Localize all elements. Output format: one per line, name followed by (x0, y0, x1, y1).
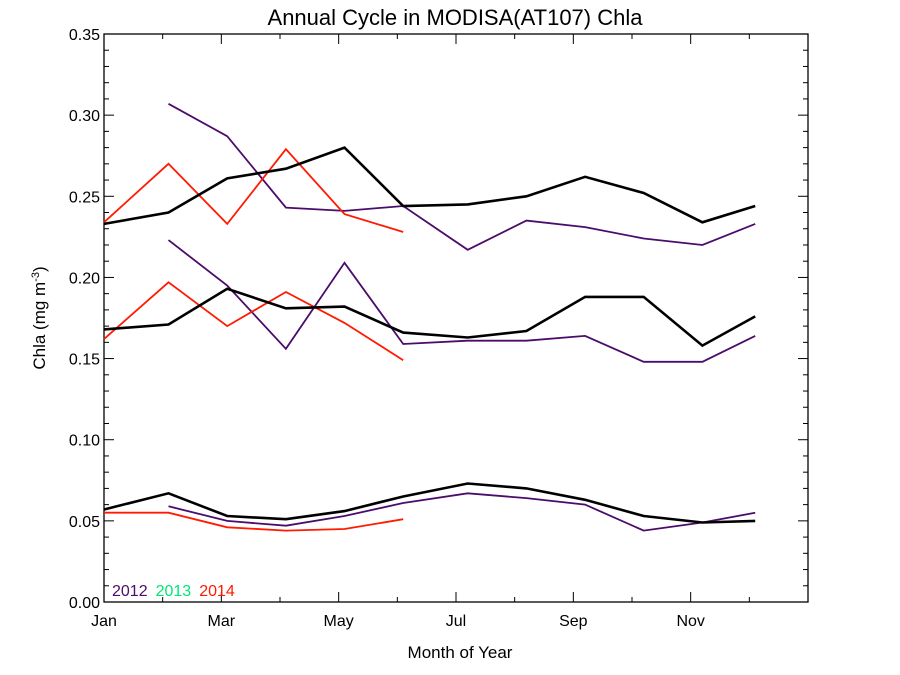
series-line-climatology (103, 146, 756, 226)
chart-title: Annual Cycle in MODISA(AT107) Chla (268, 5, 644, 30)
series-line-2012 (168, 103, 756, 251)
y-tick-label: 0.25 (69, 189, 100, 206)
x-tick-label: May (324, 613, 354, 630)
series-line-climatology (103, 287, 756, 348)
legend-item-2013: 2013 (156, 583, 192, 600)
x-tick-label: Mar (208, 613, 236, 630)
y-tick-label: 0.35 (69, 27, 100, 44)
x-tick-label: Sep (559, 613, 588, 630)
y-tick-label: 0.20 (69, 270, 100, 287)
x-tick-label: Nov (676, 613, 704, 630)
x-axis-label: Month of Year (408, 643, 513, 662)
legend-item-2012: 2012 (112, 583, 148, 600)
y-tick-label: 0.05 (69, 514, 100, 531)
y-axis-label-superscript: -3 (30, 272, 42, 282)
y-axis-label-close: ) (30, 266, 49, 272)
y-axis-label-main: Chla (mg m (30, 282, 49, 370)
x-tick-label: Jul (446, 613, 466, 630)
series-line-2012 (167, 239, 756, 363)
y-tick-label: 0.15 (69, 352, 100, 369)
series-line-climatology (103, 482, 756, 524)
y-tick-label: 0.30 (69, 108, 100, 125)
series-line-2014 (103, 281, 404, 361)
y-axis-label: Chla (mg m-3) (30, 266, 49, 369)
series-layer (103, 103, 756, 532)
x-tick-label: Jan (91, 613, 117, 630)
legend: 2012 2013 2014 (112, 583, 235, 600)
y-axis: 0.00 0.05 0.10 0.15 0.20 0.25 0.30 0.35 (69, 27, 808, 612)
y-tick-label: 0.10 (69, 433, 100, 450)
series-line-2014 (104, 511, 404, 532)
legend-item-2014: 2014 (199, 583, 235, 600)
y-tick-label: 0.00 (69, 595, 100, 612)
series-line-2012 (168, 492, 756, 532)
x-axis: Jan Mar May Jul Sep Nov (91, 34, 750, 630)
series-line-2014 (103, 147, 404, 233)
